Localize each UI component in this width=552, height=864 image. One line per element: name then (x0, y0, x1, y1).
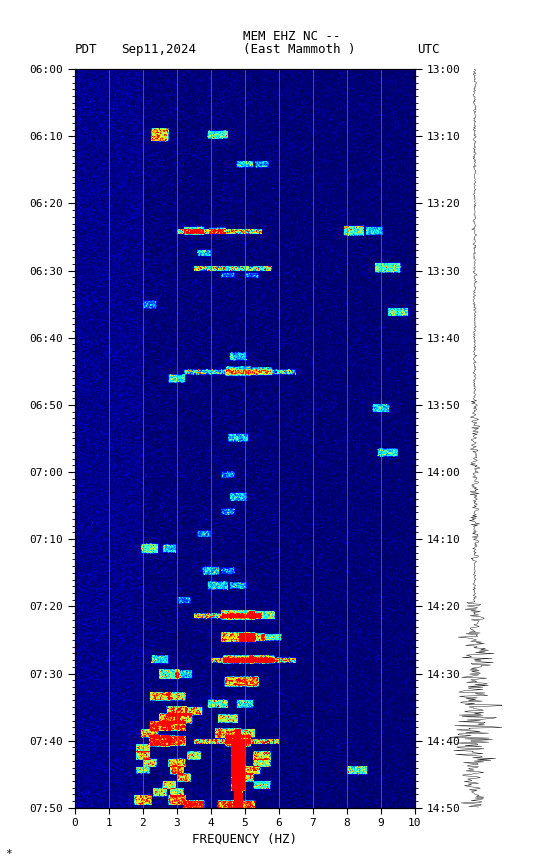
Text: UTC: UTC (417, 43, 439, 56)
Text: MEM EHZ NC --: MEM EHZ NC -- (243, 30, 341, 43)
Text: *: * (6, 849, 12, 859)
Text: (East Mammoth ): (East Mammoth ) (243, 43, 355, 56)
Text: Sep11,2024: Sep11,2024 (121, 43, 197, 56)
Text: PDT: PDT (75, 43, 98, 56)
X-axis label: FREQUENCY (HZ): FREQUENCY (HZ) (192, 832, 298, 845)
